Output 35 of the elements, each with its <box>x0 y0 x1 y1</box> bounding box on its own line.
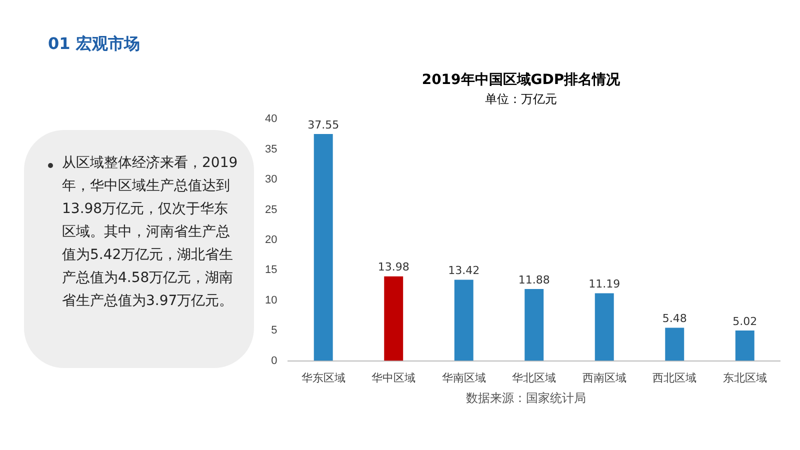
bar <box>454 280 474 361</box>
data-label: 37.55 <box>308 118 340 132</box>
text: 从区域整体经济来看，2019年，华中区域生产总值达到13.98万亿元，仅次于华东区域。其中，河南省生产总值为5.42万亿元，湖北省生产总值为4.58万亿元，湖南省生产总值为3.97万亿元。 <box>62 154 239 311</box>
y-tick-label: 0 <box>271 354 278 367</box>
data-label: 13.98 <box>378 260 410 274</box>
text: 01 宏观市场 <box>48 34 140 55</box>
y-tick-label: 25 <box>264 204 278 216</box>
source-note: 数据来源：国家统计局 <box>465 390 587 407</box>
x-tick-label: 华北区域 <box>512 371 556 384</box>
data-label: 5.48 <box>662 312 687 326</box>
bar <box>665 328 684 361</box>
bar <box>594 293 614 361</box>
y-tick-label: 15 <box>264 264 278 276</box>
x-tick-label: 华中区域 <box>372 371 416 384</box>
x-tick-label: 西北区域 <box>652 371 697 384</box>
x-tick-label: 华东区域 <box>301 371 346 384</box>
y-tick-label: 35 <box>264 143 278 156</box>
x-tick-label: 西南区域 <box>582 371 626 384</box>
data-label: 11.19 <box>588 278 620 291</box>
bar <box>314 134 333 361</box>
y-tick-label: 20 <box>264 234 278 246</box>
x-tick-label: 东北区域 <box>722 371 767 384</box>
data-label: 5.02 <box>732 314 758 328</box>
x-tick-label: 华南区域 <box>442 371 486 384</box>
y-tick-label: 40 <box>264 113 278 126</box>
bar <box>524 289 544 361</box>
chart-subtitle: 单位：万亿元 <box>485 92 557 106</box>
data-label: 13.42 <box>448 264 480 278</box>
y-tick-label: 5 <box>271 324 278 337</box>
bar <box>735 330 754 361</box>
chart-title: 2019年中国区域GDP排名情况 <box>422 72 622 88</box>
bar <box>384 276 404 361</box>
data-label: 11.88 <box>518 273 550 286</box>
y-tick-label: 10 <box>264 294 278 306</box>
y-tick-label: 30 <box>264 174 278 186</box>
